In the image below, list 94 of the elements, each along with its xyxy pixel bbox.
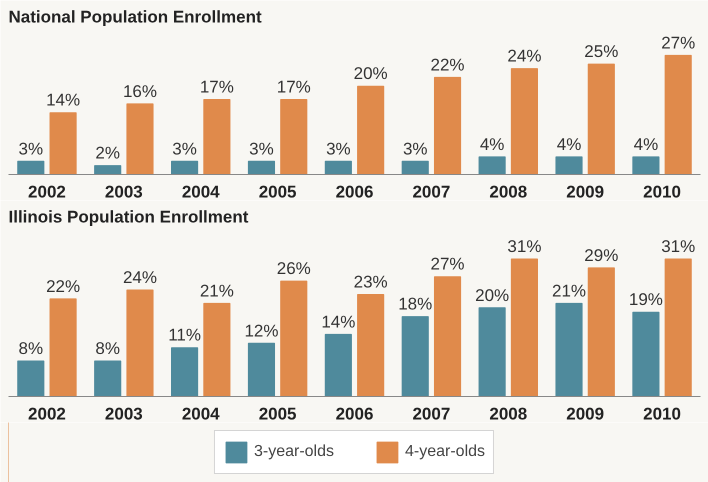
bar xyxy=(510,258,538,396)
bar xyxy=(126,290,154,396)
x-tick-label: 2008 xyxy=(489,182,528,202)
bar xyxy=(203,302,230,396)
bar xyxy=(50,112,77,174)
bar xyxy=(203,98,230,174)
x-tick-label: 2002 xyxy=(28,182,66,202)
bar xyxy=(357,294,384,396)
bar xyxy=(434,276,462,396)
data-label: 21% xyxy=(200,281,234,300)
data-label: 4% xyxy=(556,134,582,154)
data-label: 26% xyxy=(276,259,311,278)
bar xyxy=(94,360,122,396)
bar xyxy=(280,98,308,174)
x-tick-label: 2005 xyxy=(258,404,297,424)
bar xyxy=(17,160,44,174)
x-tick-label: 2003 xyxy=(104,182,143,202)
x-tick-label: 2005 xyxy=(258,182,297,202)
data-label: 17% xyxy=(276,77,311,96)
data-label: 27% xyxy=(430,254,465,274)
data-label: 29% xyxy=(584,246,618,265)
data-label: 18% xyxy=(398,294,432,314)
bar xyxy=(171,160,198,174)
data-label: 20% xyxy=(475,286,510,305)
x-tick-label: 2010 xyxy=(643,404,681,424)
data-label: 31% xyxy=(661,237,696,256)
x-tick-label: 2007 xyxy=(412,404,450,424)
bar xyxy=(248,342,276,396)
data-label: 23% xyxy=(354,272,388,292)
bar xyxy=(126,103,154,174)
bar xyxy=(555,156,583,174)
bar xyxy=(664,54,692,174)
x-tick-label: 2009 xyxy=(566,404,604,424)
data-label: 14% xyxy=(46,90,80,110)
chart-title: National Population Enrollment xyxy=(8,8,262,26)
bar xyxy=(248,160,276,174)
data-label: 4% xyxy=(634,134,658,154)
bar xyxy=(402,316,429,396)
data-label: 8% xyxy=(18,339,44,358)
bar xyxy=(357,86,384,174)
bar xyxy=(632,156,660,174)
bar xyxy=(664,258,692,396)
data-label: 22% xyxy=(46,276,80,296)
x-tick-label: 2008 xyxy=(489,404,528,424)
data-label: 17% xyxy=(200,77,234,96)
data-label: 24% xyxy=(122,268,157,288)
x-tick-label: 2004 xyxy=(182,182,220,202)
data-label: 3% xyxy=(18,139,44,158)
chart-title: Illinois Population Enrollment xyxy=(8,208,249,226)
x-tick-label: 2006 xyxy=(336,404,374,424)
data-label: 3% xyxy=(402,139,428,158)
data-label: 24% xyxy=(507,46,542,66)
bar xyxy=(632,312,660,396)
x-tick-label: 2004 xyxy=(182,404,220,424)
data-label: 4% xyxy=(480,134,504,154)
bar xyxy=(402,160,429,174)
x-tick-label: 2007 xyxy=(412,182,450,202)
data-label: 12% xyxy=(244,321,278,340)
data-label: 3% xyxy=(326,139,351,158)
data-label: 3% xyxy=(172,139,197,158)
data-label: 21% xyxy=(552,281,586,300)
data-label: 14% xyxy=(321,312,356,332)
data-label: 27% xyxy=(661,33,696,52)
bar xyxy=(17,360,44,396)
bar xyxy=(588,64,615,174)
bar xyxy=(510,68,538,174)
x-tick-label: 2009 xyxy=(566,182,604,202)
data-label: 22% xyxy=(430,55,465,74)
data-label: 3% xyxy=(249,139,274,158)
data-label: 31% xyxy=(507,237,542,256)
bar xyxy=(324,334,352,396)
data-label: 20% xyxy=(354,64,388,84)
legend-label: 4-year-olds xyxy=(405,443,486,461)
data-label: 2% xyxy=(95,144,120,163)
x-tick-label: 2002 xyxy=(28,404,66,424)
bar xyxy=(555,302,583,396)
bar xyxy=(94,165,122,174)
bar xyxy=(50,298,77,396)
bar xyxy=(478,156,506,174)
data-label: 16% xyxy=(122,82,157,101)
bar xyxy=(280,280,308,396)
bar xyxy=(478,307,506,396)
bar xyxy=(324,160,352,174)
bar xyxy=(434,76,462,174)
data-label: 19% xyxy=(628,290,663,310)
bar xyxy=(171,347,198,396)
legend-label: 3-year-olds xyxy=(254,443,334,461)
x-tick-label: 2006 xyxy=(336,182,374,202)
data-label: 11% xyxy=(168,326,201,345)
x-tick-label: 2003 xyxy=(104,404,143,424)
bar xyxy=(588,267,615,396)
data-label: 25% xyxy=(584,42,618,62)
data-label: 8% xyxy=(95,339,120,358)
x-tick-label: 2010 xyxy=(643,182,681,202)
